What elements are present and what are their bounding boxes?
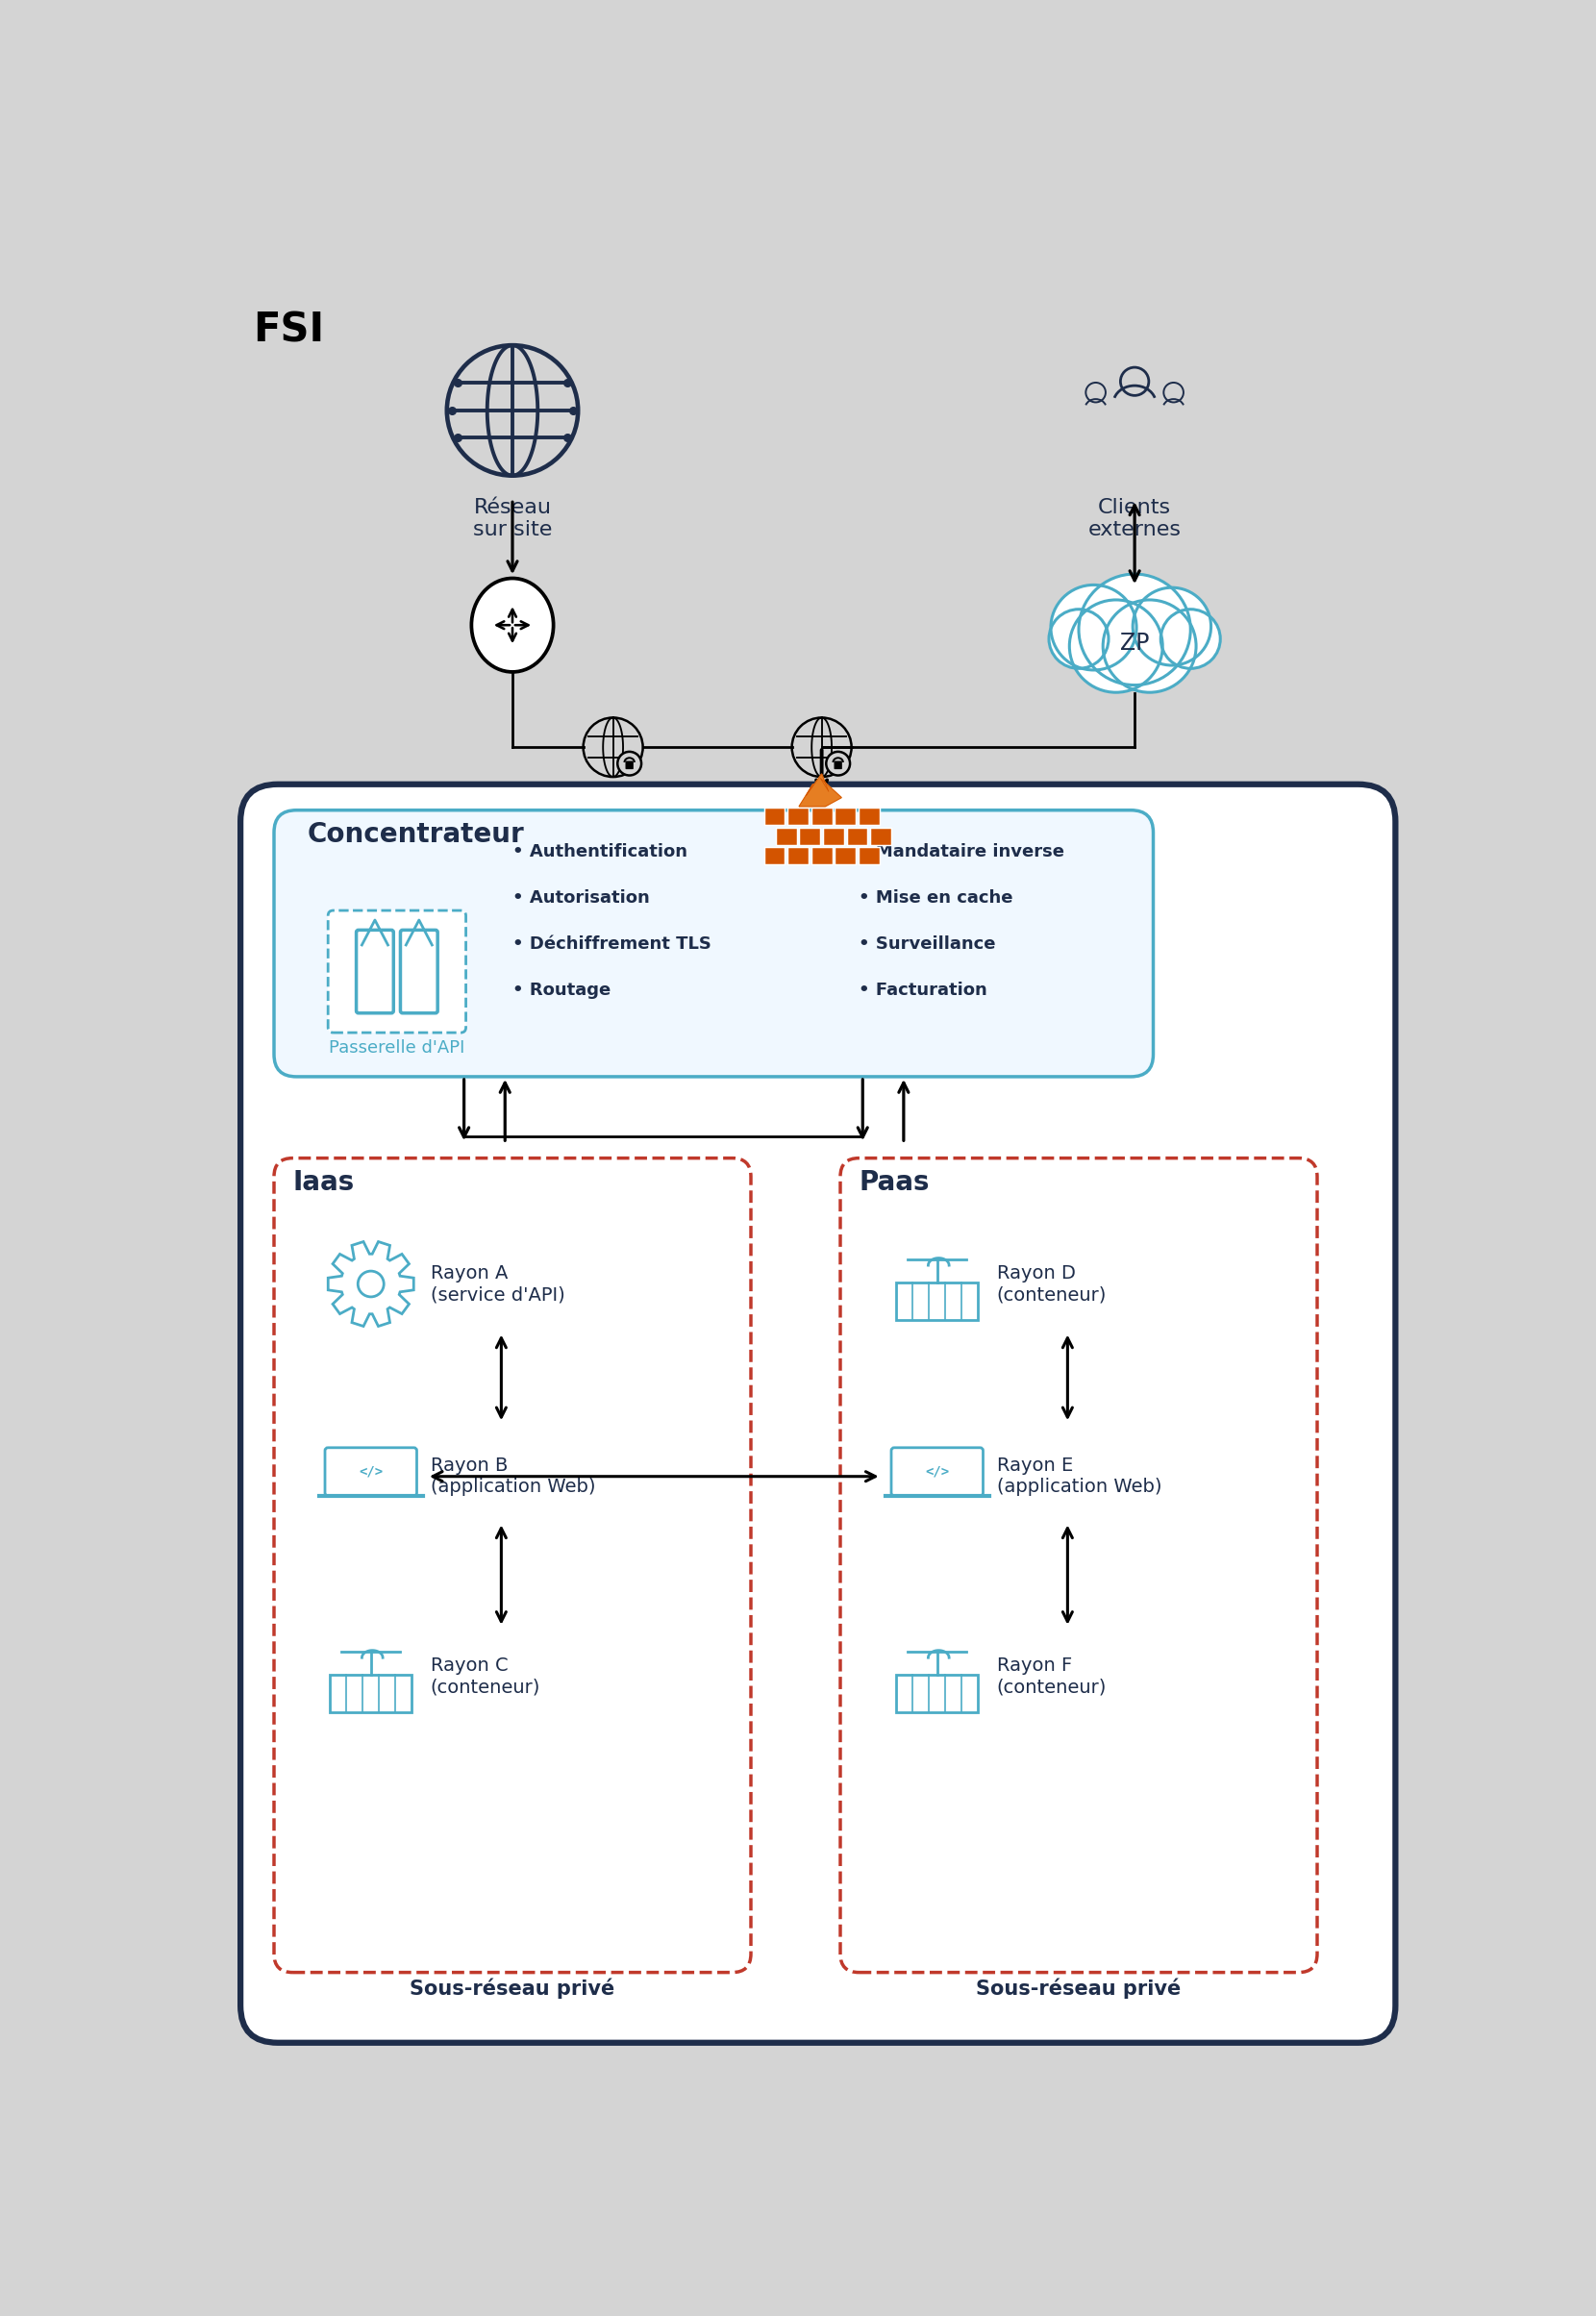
Bar	[835, 808, 855, 824]
FancyBboxPatch shape	[626, 762, 634, 769]
Text: ZP: ZP	[1120, 632, 1149, 655]
Circle shape	[1133, 588, 1211, 665]
Bar	[787, 808, 809, 824]
Bar	[824, 827, 844, 845]
Text: • Authentification: • Authentification	[512, 843, 688, 862]
Text: Iaas: Iaas	[292, 1170, 354, 1195]
Text: • Surveillance: • Surveillance	[859, 936, 996, 952]
Bar	[787, 848, 809, 864]
Bar	[764, 848, 785, 864]
Text: Rayon F
(conteneur): Rayon F (conteneur)	[998, 1656, 1106, 1695]
FancyBboxPatch shape	[275, 811, 1154, 1077]
Text: • Déchiffrement TLS: • Déchiffrement TLS	[512, 936, 712, 952]
Text: Clients
externes: Clients externes	[1088, 498, 1181, 540]
Text: • Facturation: • Facturation	[859, 982, 988, 998]
Polygon shape	[800, 774, 841, 806]
Text: Sous-réseau privé: Sous-réseau privé	[977, 1978, 1181, 1999]
Bar	[330, 1674, 412, 1712]
Text: Paas: Paas	[859, 1170, 929, 1195]
Text: • Mise en cache: • Mise en cache	[859, 889, 1013, 906]
Bar	[776, 827, 796, 845]
Bar	[859, 848, 879, 864]
Text: FSI: FSI	[254, 310, 324, 350]
Ellipse shape	[471, 579, 554, 672]
Bar	[764, 808, 785, 824]
Text: </>: </>	[926, 1466, 950, 1478]
Bar	[800, 827, 820, 845]
FancyBboxPatch shape	[207, 285, 1428, 2054]
Circle shape	[618, 753, 642, 776]
Circle shape	[1103, 600, 1195, 692]
Circle shape	[1069, 600, 1162, 692]
Text: Rayon A
(service d'API): Rayon A (service d'API)	[431, 1265, 565, 1304]
Text: • Routage: • Routage	[512, 982, 611, 998]
Bar	[846, 827, 868, 845]
Text: Rayon C
(conteneur): Rayon C (conteneur)	[431, 1656, 541, 1695]
Bar	[897, 1674, 978, 1712]
Bar	[811, 848, 832, 864]
Bar	[897, 1283, 978, 1320]
Bar	[859, 808, 879, 824]
Text: Rayon D
(conteneur): Rayon D (conteneur)	[998, 1265, 1106, 1304]
Circle shape	[1050, 586, 1136, 669]
Text: Rayon E
(application Web): Rayon E (application Web)	[998, 1457, 1162, 1496]
Bar	[870, 827, 891, 845]
FancyBboxPatch shape	[329, 910, 466, 1033]
FancyBboxPatch shape	[241, 785, 1395, 2043]
Text: Passerelle d'API: Passerelle d'API	[329, 1040, 464, 1056]
Text: • Mandataire inverse: • Mandataire inverse	[859, 843, 1065, 862]
Text: Concentrateur: Concentrateur	[308, 822, 525, 848]
Circle shape	[827, 753, 851, 776]
Text: Rayon B
(application Web): Rayon B (application Web)	[431, 1457, 595, 1496]
Circle shape	[1079, 574, 1191, 686]
FancyBboxPatch shape	[835, 762, 843, 769]
Circle shape	[1049, 609, 1109, 669]
Text: Sous-réseau privé: Sous-réseau privé	[410, 1978, 614, 1999]
Text: </>: </>	[359, 1466, 383, 1478]
Text: • Autorisation: • Autorisation	[512, 889, 650, 906]
Text: Réseau
sur site: Réseau sur site	[472, 498, 552, 540]
Circle shape	[1160, 609, 1221, 669]
Bar	[835, 848, 855, 864]
Bar	[811, 808, 832, 824]
